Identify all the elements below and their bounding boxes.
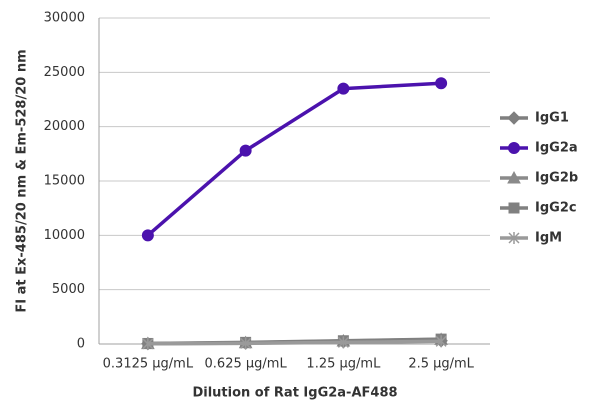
legend-label: IgG2a — [535, 141, 578, 156]
y-tick-label: 10000 — [44, 228, 85, 243]
x-tick-label: 0.625 µg/mL — [205, 357, 288, 372]
y-tick-label: 25000 — [44, 65, 85, 80]
legend-label: IgM — [535, 231, 562, 246]
x-tick-label: 2.5 µg/mL — [408, 357, 474, 372]
series-line — [146, 81, 442, 237]
x-tick-label: 0.3125 µg/mL — [103, 357, 194, 372]
x-axis-title: Dilution of Rat IgG2a-AF488 — [192, 386, 397, 401]
y-axis-title: FI at Ex-485/20 nm & Em-528/20 nm — [15, 49, 30, 312]
legend-marker — [508, 142, 520, 154]
data-point — [239, 144, 252, 157]
y-tick-label: 0 — [77, 337, 85, 352]
data-point — [337, 336, 349, 349]
series-line — [147, 339, 442, 346]
data-point — [337, 82, 350, 95]
data-point — [141, 229, 154, 242]
data-point — [240, 337, 252, 350]
legend-label: IgG1 — [535, 111, 569, 126]
x-tick-label: 1.25 µg/mL — [306, 357, 381, 372]
data-point — [142, 337, 154, 350]
legend-marker — [508, 232, 520, 244]
y-tick-label: 5000 — [52, 282, 85, 297]
legend-marker — [507, 111, 521, 125]
legend-label: IgG2c — [535, 201, 577, 216]
legend-label: IgG2b — [535, 171, 578, 186]
data-point — [435, 77, 448, 90]
y-tick-label: 15000 — [44, 174, 85, 189]
y-tick-label: 30000 — [44, 11, 85, 26]
legend-marker — [507, 170, 521, 184]
data-point — [435, 335, 447, 348]
legend-marker — [508, 202, 520, 214]
y-tick-label: 20000 — [44, 119, 85, 134]
